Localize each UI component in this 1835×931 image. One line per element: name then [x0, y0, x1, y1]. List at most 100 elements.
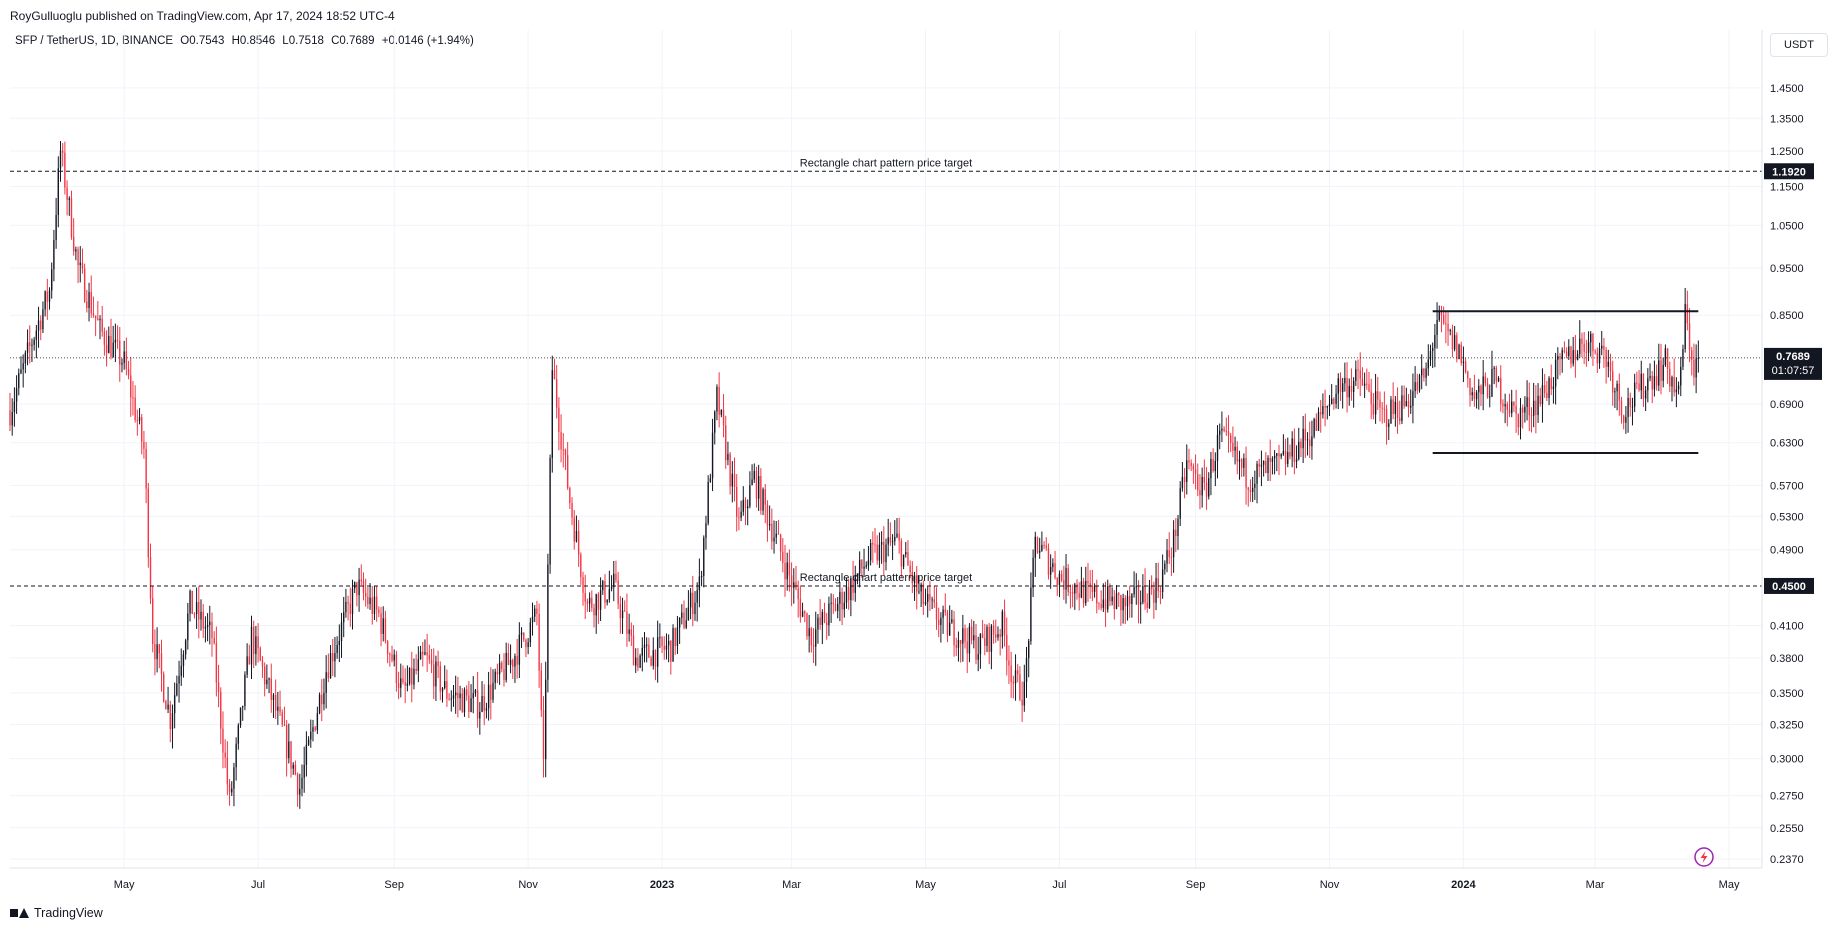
- candle-body: [1651, 375, 1653, 390]
- candle-body: [1107, 586, 1109, 610]
- candle-body: [1629, 398, 1631, 407]
- candle-body: [127, 368, 130, 376]
- candle-body: [764, 489, 766, 505]
- currency-unit-button[interactable]: USDT: [1770, 33, 1828, 57]
- candle-body: [332, 653, 334, 662]
- candle-body: [632, 635, 635, 666]
- candle-body: [1172, 529, 1175, 558]
- candle-body: [547, 564, 549, 680]
- candle-body: [1014, 670, 1017, 684]
- candle-body: [1383, 408, 1386, 410]
- candle-body: [1341, 383, 1344, 392]
- candle-body: [1543, 385, 1546, 393]
- candle-body: [235, 743, 237, 768]
- candle-body: [512, 659, 514, 667]
- candle-body: [1258, 463, 1260, 467]
- candle-body: [619, 603, 622, 619]
- price-tick-label: 0.4900: [1770, 545, 1804, 557]
- candle-body: [1357, 369, 1359, 371]
- candle-body: [29, 342, 31, 346]
- candle-body: [788, 562, 791, 576]
- candle-body: [663, 646, 665, 650]
- symbol-name[interactable]: SFP / TetherUS, 1D, BINANCE: [15, 35, 174, 47]
- candle-body: [1598, 348, 1601, 364]
- candle-body: [167, 704, 169, 710]
- candle-body: [1605, 350, 1607, 367]
- candle-body: [566, 455, 569, 489]
- candle-body: [889, 537, 892, 543]
- candle-body: [1122, 598, 1124, 611]
- candle-body: [1374, 391, 1377, 415]
- candle-body: [1197, 473, 1199, 491]
- candle-body: [147, 488, 150, 558]
- candle-body: [211, 621, 213, 638]
- current-price-tag: [1764, 347, 1822, 380]
- price-tags: 1.1920 0.4500 0.7689 01:07:57: [1764, 163, 1822, 594]
- candle-body: [165, 701, 167, 710]
- candle-body: [391, 654, 393, 661]
- candle-body: [1012, 681, 1015, 684]
- candle-body: [593, 607, 595, 616]
- candle-body: [779, 534, 782, 552]
- candle-body: [404, 682, 406, 686]
- candle-body: [35, 330, 38, 340]
- candle-body: [61, 150, 64, 153]
- candle-body: [841, 592, 843, 610]
- candle-body: [88, 292, 90, 309]
- candle-body: [678, 617, 681, 628]
- candle-body: [749, 485, 751, 507]
- candle-body: [141, 417, 143, 442]
- candle-body: [1366, 383, 1368, 385]
- time-tick-label: Mar: [782, 879, 801, 891]
- candle-body: [349, 603, 352, 614]
- candle-body: [1647, 378, 1649, 391]
- price-tick-label: 0.2370: [1770, 854, 1804, 866]
- candle-body: [1352, 380, 1355, 392]
- candle-body: [358, 579, 360, 596]
- candle-body: [1003, 611, 1006, 635]
- candle-body: [307, 739, 310, 745]
- candle-body: [1429, 351, 1432, 360]
- candle-body: [1436, 320, 1438, 335]
- candle-body: [1471, 392, 1473, 396]
- candle-body: [279, 706, 281, 713]
- candle-body: [1223, 428, 1225, 431]
- candle-body: [1546, 392, 1548, 398]
- candle-body: [191, 590, 193, 614]
- candle-body: [266, 679, 268, 685]
- candle-body: [1276, 453, 1278, 456]
- candle-body: [485, 708, 488, 711]
- lightning-icon[interactable]: [1694, 847, 1714, 867]
- candle-body: [180, 665, 182, 677]
- candle-body: [538, 613, 540, 671]
- candle-body: [1489, 396, 1491, 398]
- candle-body: [1063, 580, 1065, 590]
- candle-body: [274, 694, 277, 711]
- candle-body: [645, 644, 648, 646]
- candle-body: [400, 678, 402, 688]
- candle-body: [419, 651, 422, 660]
- candle-body: [1291, 438, 1293, 457]
- candle-body: [801, 611, 804, 617]
- candle-body: [389, 653, 391, 655]
- candle-body: [1440, 310, 1443, 316]
- candle-body: [1135, 586, 1137, 588]
- candle-body: [1697, 357, 1700, 359]
- candle-body: [448, 698, 450, 700]
- candle-body: [1412, 391, 1414, 406]
- candle-body: [643, 644, 646, 648]
- candle-body: [457, 692, 459, 699]
- candle-body: [1177, 518, 1179, 537]
- candle-body: [1620, 400, 1623, 416]
- candle-body: [1208, 478, 1210, 497]
- price-tick-label: 0.4100: [1770, 621, 1804, 633]
- candle-body: [509, 659, 512, 665]
- candle-body: [1104, 599, 1107, 610]
- candle-body: [441, 687, 444, 692]
- candle-body: [395, 654, 398, 684]
- candle-body: [288, 741, 290, 759]
- candle-body: [648, 644, 650, 658]
- candle-body: [555, 379, 558, 408]
- candle-body: [1017, 670, 1019, 675]
